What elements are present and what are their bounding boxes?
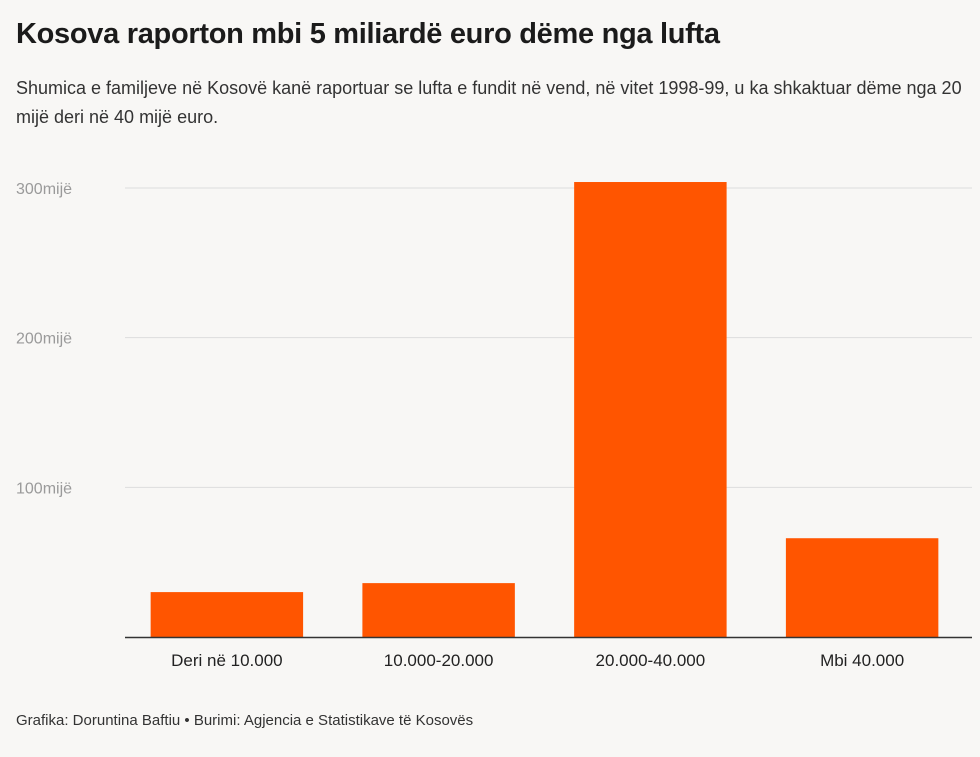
gridlines — [125, 187, 972, 488]
x-tick-label: 10.000-20.000 — [384, 651, 494, 670]
x-tick-label: Deri në 10.000 — [171, 651, 283, 670]
bar-1 — [362, 583, 515, 637]
chart-title: Kosova raporton mbi 5 miliardë euro dëme… — [16, 18, 720, 50]
x-tick-label: Mbi 40.000 — [820, 651, 904, 670]
chart-subtitle: Shumica e familjeve në Kosovë kanë rapor… — [16, 78, 962, 127]
source-credit: Grafika: Doruntina Baftiu • Burimi: Agje… — [16, 712, 474, 729]
bar-2 — [574, 182, 727, 637]
y-tick-label: 200mijë — [16, 331, 72, 348]
y-tick-label: 100mijë — [16, 480, 72, 497]
bar-chart: 100mijë 200mijë 300mijë Deri në 10.000 10.0… — [16, 181, 972, 670]
x-axis-labels: Deri në 10.000 10.000-20.000 20.000-40.000… — [171, 651, 904, 670]
bar-3 — [785, 538, 939, 637]
bars — [150, 182, 939, 637]
bar-0 — [150, 592, 304, 637]
y-tick-label: 300mijë — [16, 181, 72, 198]
x-tick-label: 20.000-40.000 — [596, 651, 706, 670]
y-axis-ticks: 100mijë 200mijë 300mijë — [16, 181, 72, 497]
